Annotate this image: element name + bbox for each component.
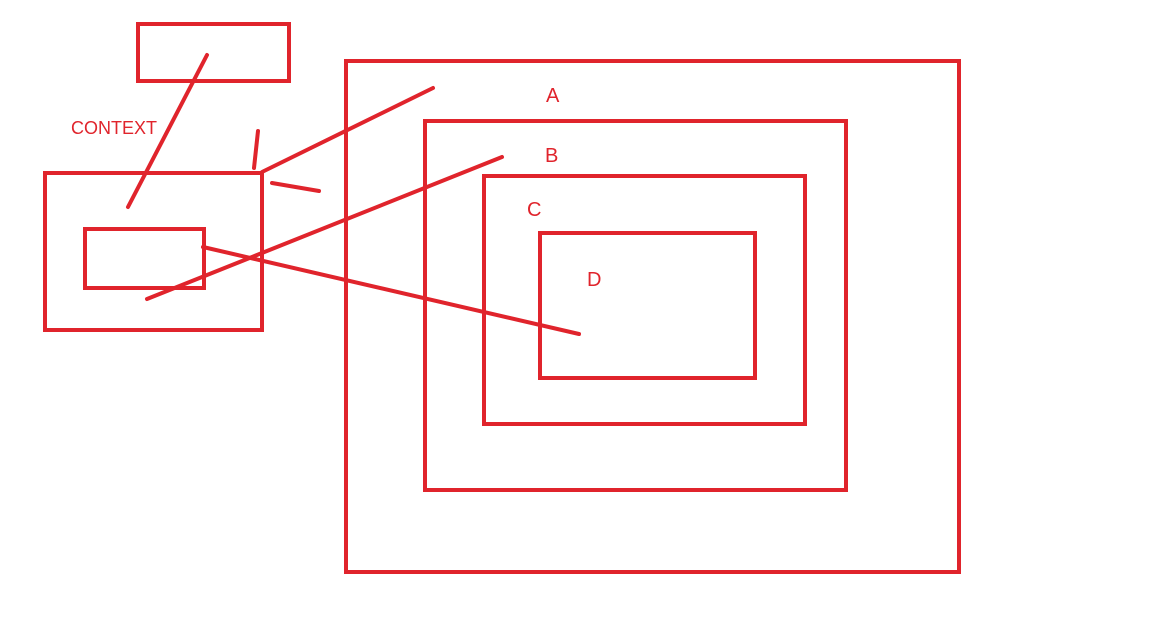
box-c (482, 174, 807, 426)
context-label: CONTEXT (71, 118, 157, 138)
top-small-box (136, 22, 291, 83)
connector-tick-vertical (252, 129, 260, 170)
connector-context-to-b (145, 155, 504, 301)
label-b: B (545, 145, 558, 167)
box-b (423, 119, 848, 492)
context-inner-box (83, 227, 206, 290)
connector-tick-short (270, 181, 321, 193)
label-d: D (587, 269, 601, 291)
label-a: A (546, 85, 560, 107)
box-d (538, 231, 757, 380)
connector-inner-box-to-d (201, 245, 581, 336)
label-c: C (527, 199, 541, 221)
connector-context-to-a (260, 86, 435, 174)
connector-top-box-to-context (126, 53, 209, 209)
box-a (344, 59, 961, 574)
